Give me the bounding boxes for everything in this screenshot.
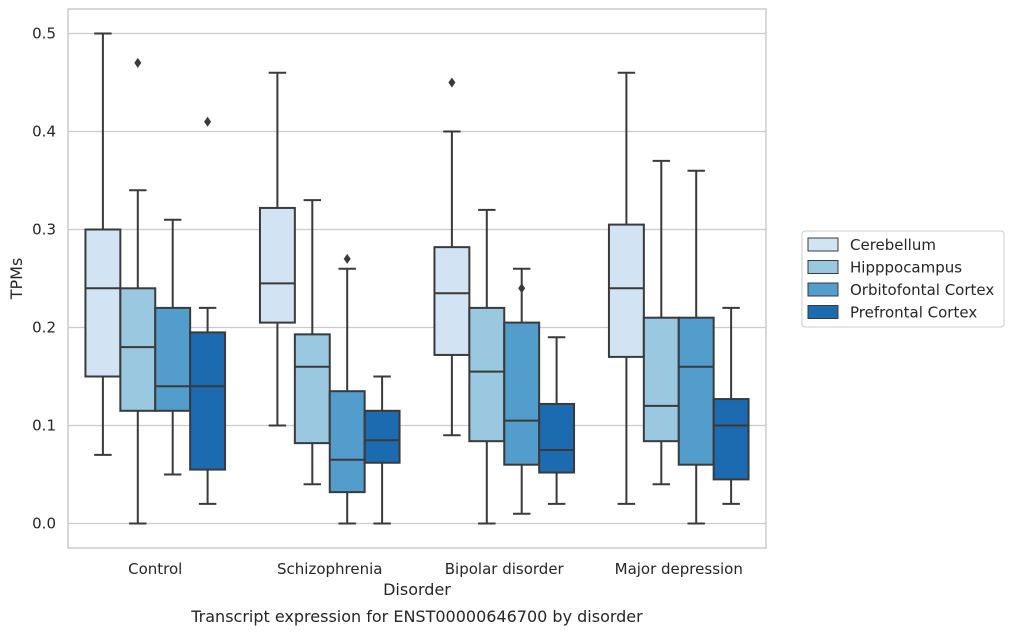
y-tick-label: 0.1 <box>32 417 56 435</box>
x-tick-label: Control <box>128 560 182 578</box>
y-tick-label: 0.0 <box>32 515 56 533</box>
legend-swatch <box>807 282 839 297</box>
box-2-1 <box>468 208 506 525</box>
chart-caption: Transcript expression for ENST0000064670… <box>190 607 643 626</box>
legend: Cerebellum Hipppocampus Orbitofontal Corte… <box>801 230 1005 328</box>
box-1-0 <box>258 71 296 427</box>
outlier-point <box>448 77 456 88</box>
box-body <box>677 316 715 466</box>
x-tick-label: Bipolar disorder <box>445 560 565 578</box>
box-body <box>503 321 541 466</box>
box-0-1 <box>119 57 157 525</box>
y-tick-label: 0.5 <box>32 25 56 43</box>
box-body <box>119 287 157 412</box>
box-body <box>258 206 296 324</box>
box-1-2 <box>328 253 366 525</box>
legend-label: Cerebellum <box>850 236 936 254</box>
box-body <box>189 331 227 471</box>
y-tick-label: 0.3 <box>32 221 56 239</box>
box-body <box>712 398 750 481</box>
box-2-2 <box>503 267 541 515</box>
box-body <box>642 316 680 443</box>
outlier-point <box>343 253 351 264</box>
box-3-0 <box>607 71 645 505</box>
box-body <box>328 390 366 494</box>
legend-swatch <box>807 260 839 274</box>
y-tick-labels: 0.0 0.1 0.2 0.3 0.4 0.5 <box>32 25 56 533</box>
legend-label: Hipppocampus <box>850 259 962 277</box>
y-tick-label: 0.2 <box>32 319 56 337</box>
legend-label: Prefrontal Cortex <box>850 304 977 322</box>
outlier-point <box>134 57 142 68</box>
legend-swatch <box>807 237 839 252</box>
box-0-2 <box>154 218 192 476</box>
legend-label: Orbitofontal Cortex <box>850 281 994 299</box>
box-body <box>293 333 331 445</box>
x-tick-label: Schizophrenia <box>277 560 382 578</box>
box-2-3 <box>538 336 576 505</box>
plot-frame <box>67 8 767 549</box>
box-1-1 <box>293 199 331 486</box>
outlier-point <box>204 116 212 127</box>
x-tick-label: Major depression <box>615 560 743 578</box>
box-body <box>607 223 645 358</box>
box-body <box>84 228 122 378</box>
box-body <box>433 246 471 356</box>
box-1-3 <box>363 375 401 525</box>
x-axis-label: Disorder <box>383 580 451 599</box>
box-0-3 <box>189 116 227 505</box>
box-body <box>363 409 401 464</box>
box-3-3 <box>712 306 750 505</box>
box-body <box>468 306 506 443</box>
box-3-2 <box>677 169 715 525</box>
box-body <box>154 306 192 412</box>
outlier-point <box>518 283 526 294</box>
box-3-1 <box>642 159 680 486</box>
legend-swatch <box>807 305 839 319</box>
legend-frame <box>801 230 1005 328</box>
box-series <box>84 32 750 525</box>
x-tick-labels: Control Schizophrenia Bipolar disorder Majo… <box>128 560 743 578</box>
box-body <box>538 402 576 474</box>
box-2-0 <box>433 77 471 437</box>
y-axis-label: TPMs <box>7 258 26 301</box>
box-0-0 <box>84 32 122 456</box>
y-tick-label: 0.4 <box>32 123 56 141</box>
